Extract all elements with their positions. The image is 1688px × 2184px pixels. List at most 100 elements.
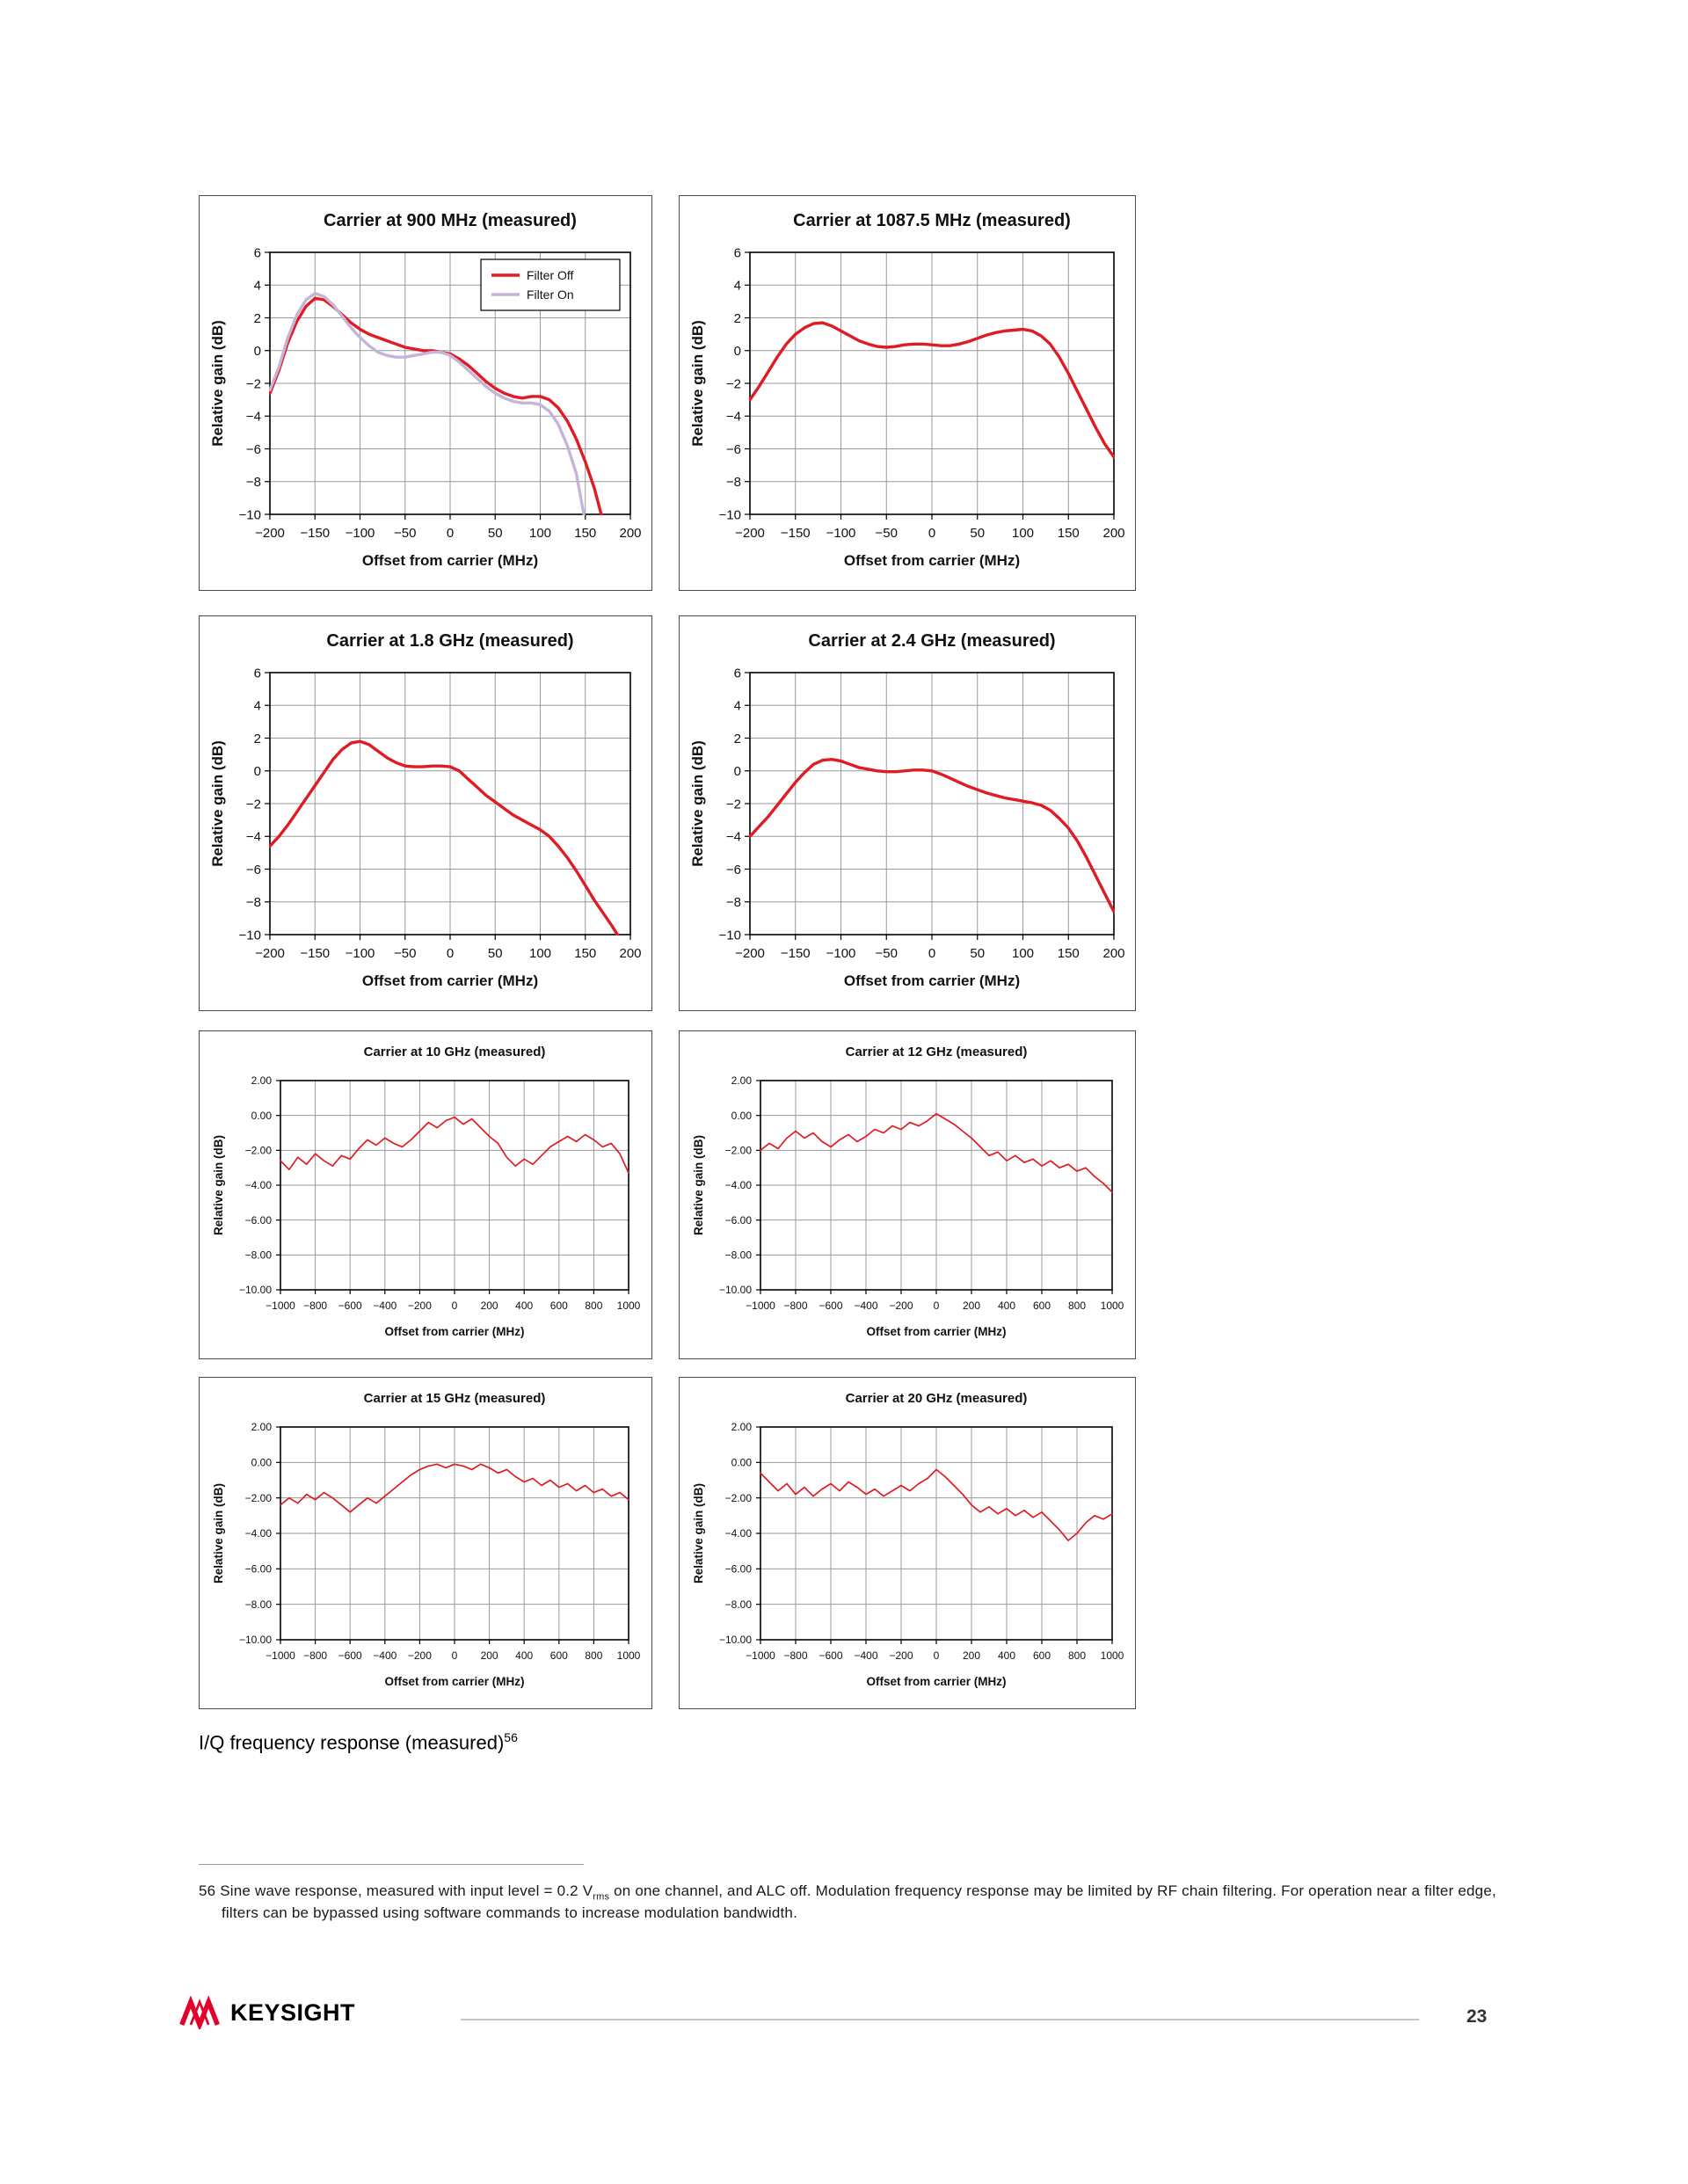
svg-text:−8.00: −8.00 — [725, 1249, 753, 1262]
svg-text:−6.00: −6.00 — [245, 1563, 273, 1576]
svg-text:−150: −150 — [781, 526, 811, 541]
chart-canvas: −1000 −800 −600 −400 −200 0 200 400 600 800 1000 −1… — [692, 1045, 1124, 1338]
data-series — [269, 291, 586, 515]
svg-text:200: 200 — [1102, 946, 1124, 961]
svg-text:800: 800 — [1068, 1299, 1086, 1312]
svg-text:50: 50 — [970, 946, 985, 961]
svg-text:1000: 1000 — [1101, 1299, 1124, 1312]
keysight-spark-icon — [179, 1996, 220, 2029]
svg-text:−400: −400 — [854, 1649, 877, 1662]
svg-text:−50: −50 — [876, 526, 898, 541]
svg-text:0.00: 0.00 — [251, 1457, 273, 1469]
svg-text:0: 0 — [254, 764, 261, 779]
svg-text:0.00: 0.00 — [251, 1110, 273, 1122]
svg-text:−1000: −1000 — [746, 1649, 775, 1662]
svg-text:−10.00: −10.00 — [239, 1284, 272, 1296]
svg-text:2.00: 2.00 — [251, 1421, 273, 1433]
svg-text:0: 0 — [734, 764, 741, 779]
svg-text:Carrier at 1087.5 MHz (measure: Carrier at 1087.5 MHz (measured) — [793, 211, 1071, 230]
svg-text:6: 6 — [734, 245, 741, 260]
svg-text:−6: −6 — [726, 442, 741, 457]
svg-text:−2: −2 — [246, 376, 261, 391]
svg-text:Carrier at 20 GHz (measured): Carrier at 20 GHz (measured) — [846, 1391, 1028, 1406]
svg-text:0: 0 — [447, 526, 454, 541]
data-series — [269, 739, 620, 935]
svg-text:200: 200 — [619, 946, 641, 961]
svg-text:−400: −400 — [854, 1299, 877, 1312]
svg-text:200: 200 — [619, 526, 641, 541]
footer-divider — [461, 2019, 1419, 2020]
svg-text:Relative gain (dB): Relative gain (dB) — [692, 1483, 705, 1583]
svg-text:−600: −600 — [819, 1299, 842, 1312]
svg-text:100: 100 — [529, 946, 551, 961]
svg-text:−6.00: −6.00 — [725, 1214, 753, 1227]
svg-text:0: 0 — [447, 946, 454, 961]
svg-text:100: 100 — [529, 526, 551, 541]
svg-text:Carrier at 1.8 GHz (measured): Carrier at 1.8 GHz (measured) — [326, 631, 573, 651]
svg-text:−200: −200 — [735, 946, 765, 961]
svg-text:−10: −10 — [239, 928, 261, 943]
footnote: 56 Sine wave response, measured with inp… — [199, 1882, 1514, 1924]
svg-text:2.00: 2.00 — [731, 1421, 753, 1433]
svg-text:4: 4 — [734, 699, 741, 714]
chart-carrier-1-8ghz: −200 −150 −100 −50 0 50 100 150 200 −10 −8 −6 −4 −2 0 2… — [199, 615, 652, 1011]
svg-text:200: 200 — [963, 1649, 980, 1662]
chart-canvas: −200 −150 −100 −50 0 50 100 150 200 −10 −8 −6 −4 −2 0 2… — [209, 631, 642, 989]
svg-text:50: 50 — [488, 946, 503, 961]
svg-text:Relative gain (dB): Relative gain (dB) — [209, 320, 226, 447]
svg-text:−2: −2 — [246, 797, 261, 812]
svg-text:−150: −150 — [781, 946, 811, 961]
svg-text:0: 0 — [928, 946, 935, 961]
svg-text:Offset from carrier (MHz): Offset from carrier (MHz) — [844, 552, 1020, 569]
svg-text:−8.00: −8.00 — [245, 1249, 273, 1262]
svg-text:−6: −6 — [246, 863, 261, 877]
svg-text:600: 600 — [1033, 1299, 1051, 1312]
svg-text:Carrier at 15 GHz (measured): Carrier at 15 GHz (measured) — [364, 1391, 546, 1406]
svg-text:−50: −50 — [394, 946, 416, 961]
svg-text:−4: −4 — [246, 410, 261, 425]
svg-text:200: 200 — [963, 1299, 980, 1312]
svg-text:−200: −200 — [735, 526, 765, 541]
data-series — [749, 757, 1115, 914]
svg-text:−8.00: −8.00 — [725, 1598, 753, 1611]
svg-text:150: 150 — [574, 526, 596, 541]
svg-text:−8: −8 — [246, 475, 261, 490]
svg-text:−400: −400 — [373, 1649, 397, 1662]
svg-text:1000: 1000 — [1101, 1649, 1124, 1662]
svg-text:0: 0 — [452, 1649, 458, 1662]
svg-text:0: 0 — [934, 1299, 940, 1312]
svg-text:0: 0 — [452, 1299, 458, 1312]
svg-text:−800: −800 — [783, 1649, 807, 1662]
svg-text:2.00: 2.00 — [731, 1074, 753, 1087]
svg-text:−2.00: −2.00 — [245, 1145, 273, 1157]
svg-text:−800: −800 — [303, 1299, 327, 1312]
chart-canvas: −200 −150 −100 −50 0 50 100 150 200 −10 −8 −6 −4 −2 0 2… — [209, 211, 642, 569]
svg-text:0.00: 0.00 — [731, 1110, 753, 1122]
svg-text:4: 4 — [254, 279, 261, 294]
svg-text:Carrier at 900 MHz (measured): Carrier at 900 MHz (measured) — [324, 211, 577, 230]
chart-carrier-900mhz: −200 −150 −100 −50 0 50 100 150 200 −10 −8 −6 −4 −2 0 2… — [199, 195, 652, 591]
svg-text:−400: −400 — [373, 1299, 397, 1312]
svg-text:−1000: −1000 — [746, 1299, 775, 1312]
svg-text:6: 6 — [734, 666, 741, 681]
svg-text:150: 150 — [1058, 946, 1080, 961]
svg-text:Filter On: Filter On — [527, 288, 574, 302]
chart-canvas: −1000 −800 −600 −400 −200 0 200 400 600 800 1000 −1… — [212, 1045, 641, 1338]
svg-text:Offset from carrier (MHz): Offset from carrier (MHz) — [384, 1675, 524, 1688]
svg-text:−600: −600 — [338, 1299, 362, 1312]
data-series — [760, 1468, 1113, 1541]
keysight-logo: KEYSIGHT — [179, 1996, 355, 2029]
svg-text:Relative gain (dB): Relative gain (dB) — [692, 1135, 705, 1235]
svg-text:−200: −200 — [255, 526, 285, 541]
svg-text:6: 6 — [254, 666, 261, 681]
svg-text:150: 150 — [574, 946, 596, 961]
svg-text:−8: −8 — [246, 895, 261, 910]
section-heading: I/Q frequency response (measured)56 — [199, 1730, 518, 1754]
chart-canvas: −200 −150 −100 −50 0 50 100 150 200 −10 −8 −6 −4 −2 0 2… — [689, 211, 1125, 569]
footnote-subscript: rms — [593, 1891, 610, 1903]
svg-text:Relative gain (dB): Relative gain (dB) — [209, 740, 226, 867]
svg-text:400: 400 — [515, 1649, 533, 1662]
svg-text:−4: −4 — [726, 410, 741, 425]
svg-text:Offset from carrier (MHz): Offset from carrier (MHz) — [866, 1325, 1006, 1338]
svg-text:400: 400 — [998, 1649, 1015, 1662]
